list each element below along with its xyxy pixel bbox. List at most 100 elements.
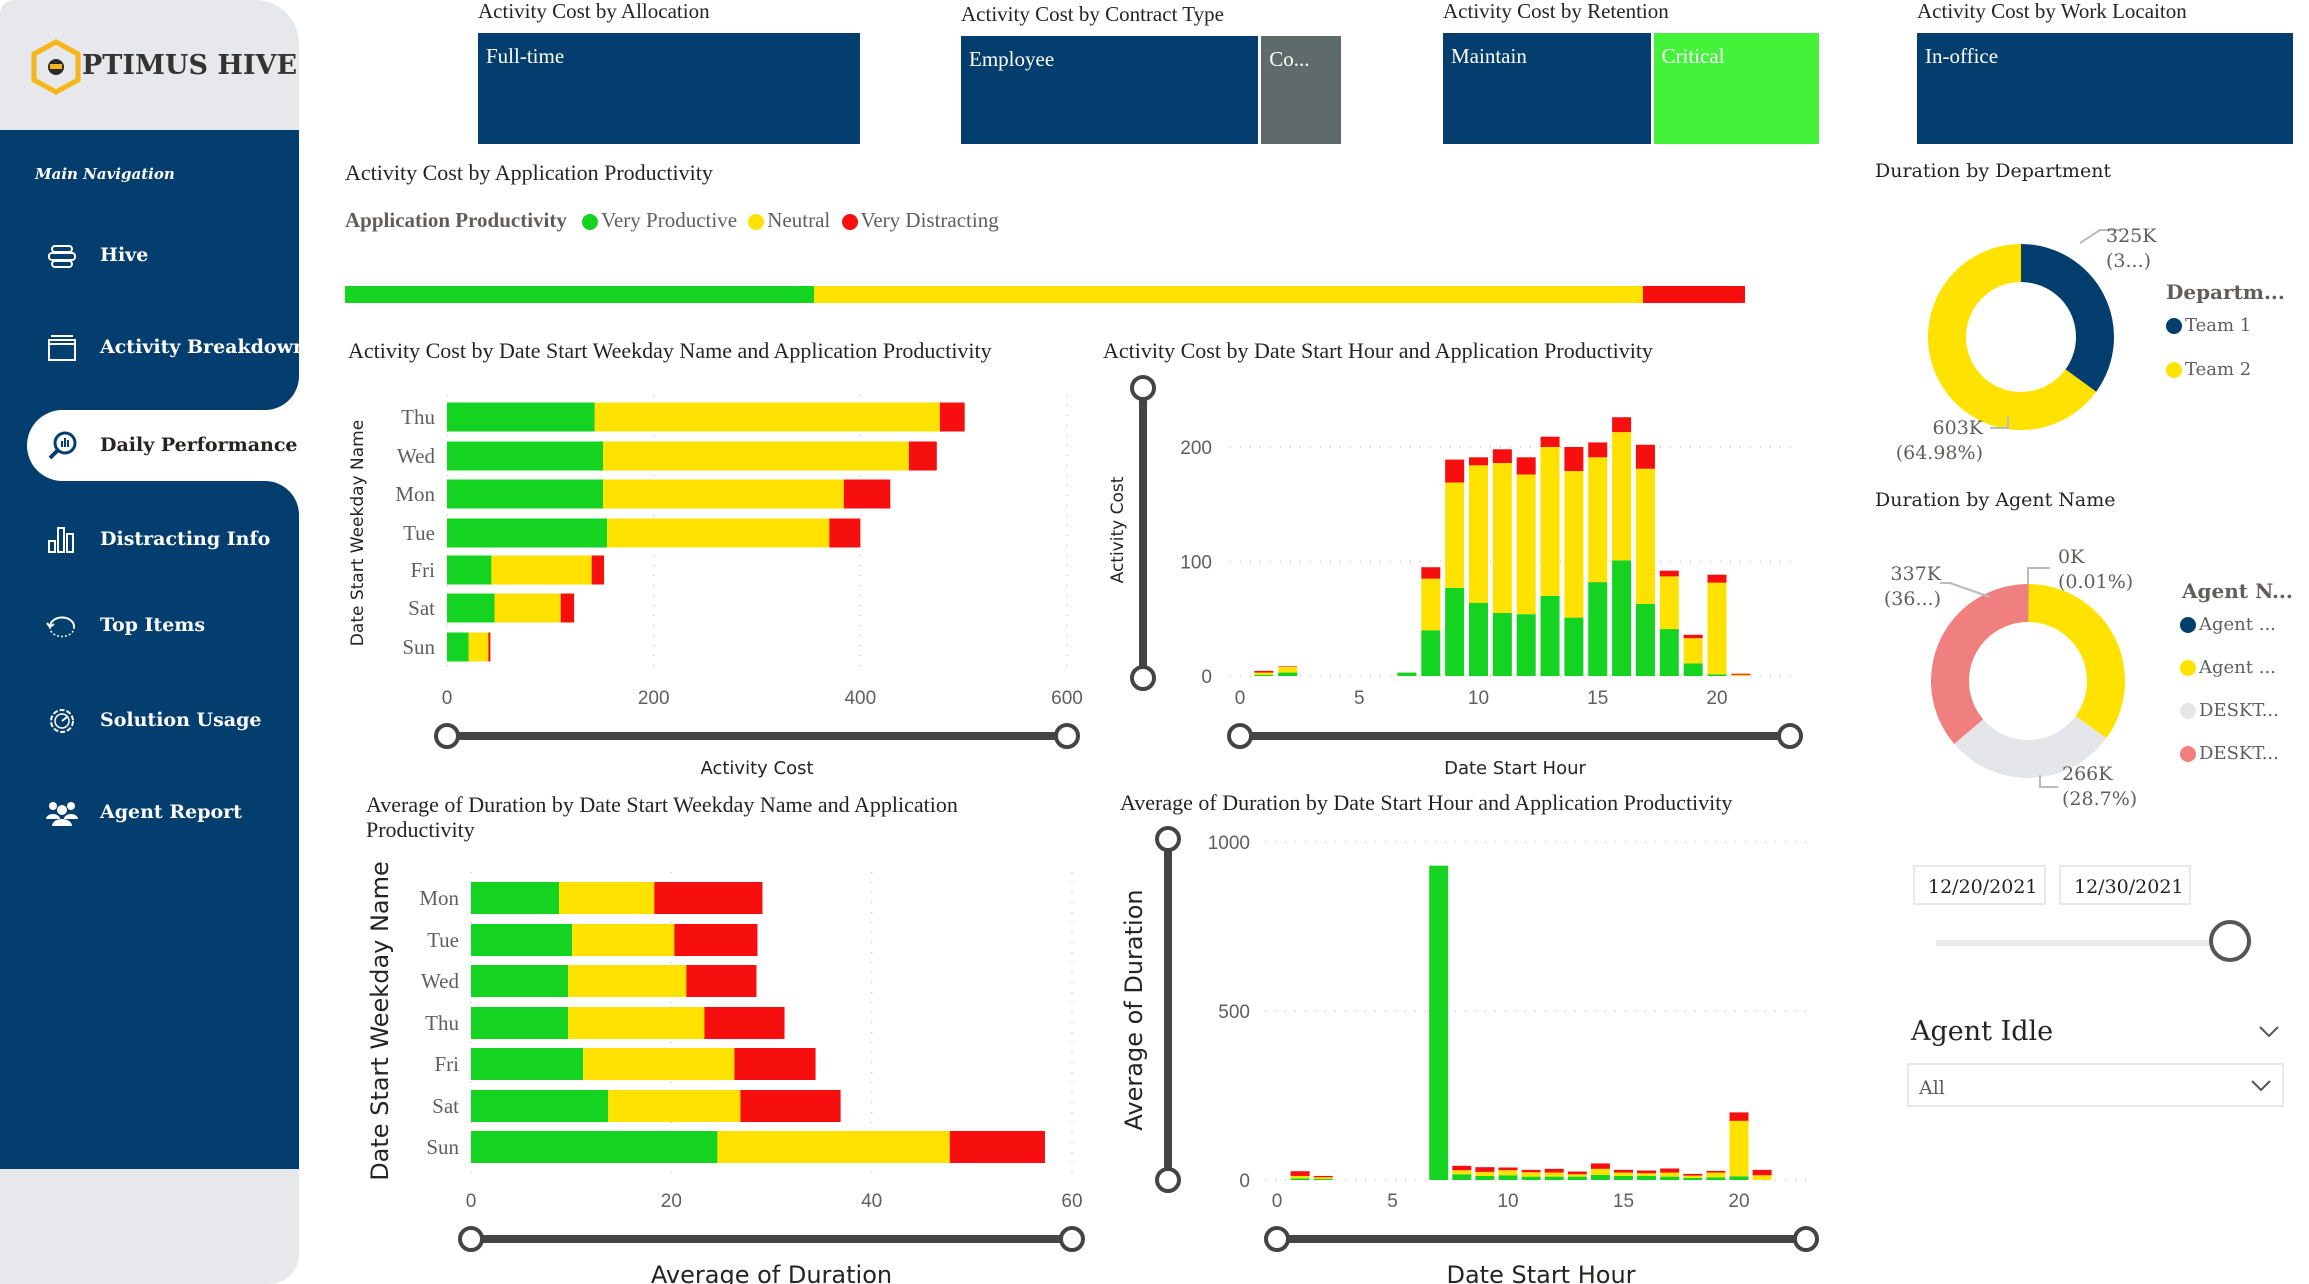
x-range-slider-handle-start[interactable] [1264,1226,1290,1252]
bar-sat-very-productive[interactable] [471,1090,609,1122]
bar-thu-very-productive[interactable] [471,1007,569,1039]
bar-sun-very-distracting[interactable] [949,1131,1045,1163]
bar-hour-18-very-productive[interactable] [1659,629,1679,676]
bar-hour-14-neutral[interactable] [1590,1168,1610,1175]
bar-hour-16-very-distracting[interactable] [1637,1170,1657,1174]
bar-hour-1-very-distracting[interactable] [1254,670,1274,673]
x-range-slider-handle-start[interactable] [1227,723,1253,749]
bar-hour-15-very-distracting[interactable] [1588,442,1608,458]
bar-sun-very-productive[interactable] [447,632,469,662]
legend-item[interactable]: Team 1 [2166,317,2251,335]
donut-slice-agent--1[interactable] [2028,584,2125,739]
sidebar-item-solution-usage[interactable]: Solution Usage [30,691,299,751]
bar-hour-10-very-productive[interactable] [1469,602,1488,676]
legend-item[interactable]: DESKT... [2180,702,2279,720]
bar-wed-very-productive[interactable] [471,965,569,997]
productivity-segment-very-productive[interactable] [345,286,814,303]
bar-hour-13-neutral[interactable] [1540,447,1560,596]
bar-hour-11-neutral[interactable] [1521,1172,1541,1177]
bar-hour-13-very-productive[interactable] [1567,1176,1587,1180]
legend-item[interactable]: Agent ... [2180,616,2276,634]
bar-tue-very-productive[interactable] [447,518,608,548]
legend-item-neutral[interactable]: Neutral [748,208,830,232]
legend-item[interactable]: Agent ... [2180,659,2276,677]
bar-hour-19-very-distracting[interactable] [1706,1170,1726,1173]
x-range-slider-handle-start[interactable] [434,723,460,749]
bar-hour-2-very-distracting[interactable] [1313,1175,1333,1178]
bar-hour-10-very-distracting[interactable] [1498,1167,1518,1171]
bar-hour-19-very-distracting[interactable] [1683,634,1703,639]
bar-sat-neutral[interactable] [608,1090,741,1122]
bar-hour-15-neutral[interactable] [1588,457,1608,583]
bar-hour-17-very-productive[interactable] [1660,1176,1680,1180]
bar-sat-very-distracting[interactable] [740,1090,841,1122]
bar-hour-9-very-productive[interactable] [1445,587,1465,676]
bar-fri-neutral[interactable] [491,555,592,585]
bar-fri-very-distracting[interactable] [591,555,605,585]
bar-wed-neutral[interactable] [568,965,687,997]
bar-hour-16-very-productive[interactable] [1637,1175,1657,1180]
bar-hour-16-neutral[interactable] [1637,1173,1657,1176]
bar-hour-19-very-productive[interactable] [1683,663,1703,676]
date-slider-thumb[interactable] [2208,920,2251,962]
donut-slice-deskt--3[interactable] [1930,584,2029,744]
bar-hour-9-very-productive[interactable] [1475,1175,1495,1180]
date-start-input[interactable]: 12/20/2021 [1913,865,2046,905]
bar-wed-very-productive[interactable] [447,441,604,471]
bar-hour-16-neutral[interactable] [1612,432,1632,561]
bar-hour-12-very-productive[interactable] [1544,1176,1564,1180]
treemap-tile[interactable]: Maintain [1443,33,1654,144]
bar-thu-very-distracting[interactable] [704,1007,785,1039]
x-range-slider-handle-end[interactable] [1777,723,1803,749]
bar-hour-21-neutral[interactable] [1752,1175,1772,1180]
bar-thu-neutral[interactable] [568,1007,705,1039]
bar-hour-8-very-productive[interactable] [1421,630,1441,676]
bar-hour-15-very-productive[interactable] [1614,1175,1633,1180]
sidebar-item-agent-report[interactable]: Agent Report [30,783,299,843]
bar-hour-2-very-distracting[interactable] [1278,666,1298,667]
bar-sun-very-productive[interactable] [471,1131,718,1163]
bar-hour-17-neutral[interactable] [1660,1172,1680,1177]
bar-hour-11-very-distracting[interactable] [1492,449,1512,464]
bar-hour-7-very-productive[interactable] [1429,865,1449,1180]
bar-fri-neutral[interactable] [583,1048,735,1080]
bar-hour-15-very-distracting[interactable] [1614,1169,1633,1173]
bar-tue-neutral[interactable] [607,518,830,548]
bar-tue-very-productive[interactable] [471,924,573,956]
bar-hour-12-very-productive[interactable] [1516,614,1536,676]
bar-hour-21-very-distracting[interactable] [1752,1169,1772,1176]
bar-fri-very-productive[interactable] [447,555,492,585]
bar-mon-very-distracting[interactable] [654,882,763,914]
bar-sat-very-productive[interactable] [447,593,495,623]
bar-hour-20-neutral[interactable] [1729,1120,1749,1177]
sidebar-item-distracting-info[interactable]: Distracting Info [30,510,299,570]
bar-hour-19-very-productive[interactable] [1706,1177,1726,1180]
bar-sun-neutral[interactable] [717,1131,950,1163]
bar-hour-2-very-productive[interactable] [1313,1178,1333,1180]
bar-hour-11-very-productive[interactable] [1521,1176,1541,1180]
bar-sun-neutral[interactable] [468,632,489,662]
bar-hour-2-neutral[interactable] [1313,1177,1333,1179]
bar-hour-11-very-productive[interactable] [1492,613,1512,676]
bar-mon-neutral[interactable] [603,479,844,509]
bar-hour-12-neutral[interactable] [1516,474,1536,615]
bar-hour-9-neutral[interactable] [1475,1171,1495,1176]
bar-sat-very-distracting[interactable] [560,593,575,623]
productivity-segment-neutral[interactable] [814,286,1643,303]
bar-hour-13-very-distracting[interactable] [1567,1171,1587,1175]
bar-mon-very-distracting[interactable] [843,479,891,509]
bar-hour-19-neutral[interactable] [1706,1172,1726,1178]
bar-hour-12-very-distracting[interactable] [1544,1168,1564,1173]
y-range-slider-handle-start[interactable] [1130,375,1156,401]
bar-thu-very-distracting[interactable] [939,402,965,432]
bar-hour-21-very-distracting[interactable] [1731,673,1751,675]
y-range-slider-handle-start[interactable] [1155,826,1181,852]
bar-fri-very-productive[interactable] [471,1048,584,1080]
bar-hour-10-neutral[interactable] [1469,465,1488,603]
date-end-input[interactable]: 12/30/2021 [2059,865,2191,905]
bar-hour-1-very-distracting[interactable] [1290,1171,1310,1176]
treemap-tile[interactable]: Critical [1653,33,1819,144]
bar-tue-very-distracting[interactable] [674,924,758,956]
bar-hour-17-very-productive[interactable] [1635,603,1655,676]
y-range-slider-handle-end[interactable] [1155,1167,1181,1193]
